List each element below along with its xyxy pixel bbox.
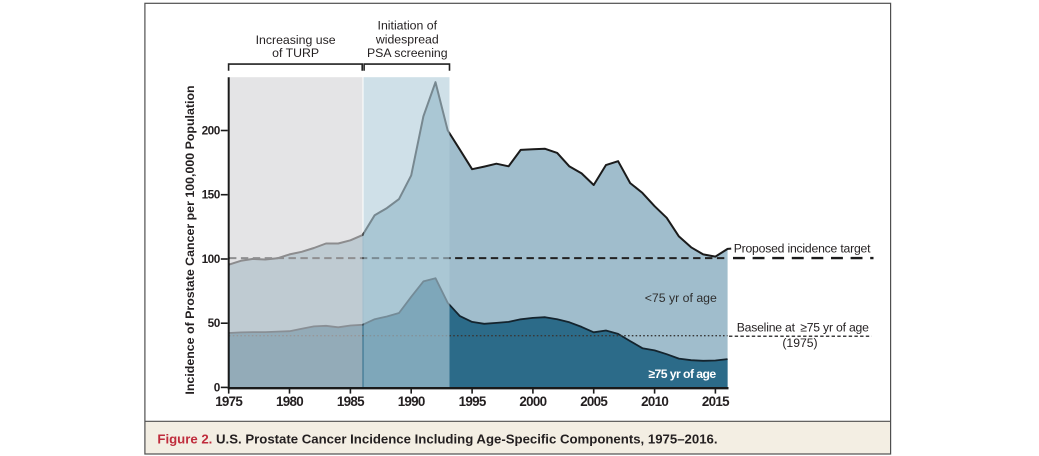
svg-text:2015: 2015 [702, 394, 730, 409]
svg-text:Incidence of Prostate Cancer p: Incidence of Prostate Cancer per 100,000… [183, 85, 197, 394]
svg-text:2005: 2005 [580, 394, 608, 409]
svg-text:Initiation of: Initiation of [378, 19, 438, 33]
svg-text:1995: 1995 [459, 394, 487, 409]
svg-text:150: 150 [202, 188, 221, 202]
svg-text:2010: 2010 [641, 394, 668, 409]
svg-text:Increasing use: Increasing use [256, 33, 336, 47]
svg-text:PSA screening: PSA screening [367, 46, 448, 60]
svg-text:50: 50 [208, 316, 221, 330]
svg-text:1985: 1985 [337, 394, 365, 409]
svg-text:1975: 1975 [215, 394, 243, 409]
svg-text:2000: 2000 [519, 394, 546, 409]
svg-text:widespread: widespread [375, 32, 439, 46]
svg-text:1990: 1990 [398, 394, 425, 409]
svg-text:1980: 1980 [276, 394, 303, 409]
svg-text:<75 yr of age: <75 yr of age [645, 291, 717, 305]
svg-text:0: 0 [214, 380, 221, 394]
svg-text:200: 200 [202, 124, 221, 138]
svg-text:(1975): (1975) [782, 336, 817, 350]
svg-text:Proposed incidence target: Proposed incidence target [734, 241, 871, 255]
svg-text:of TURP: of TURP [272, 46, 319, 60]
svg-text:Baseline at ≥75 yr of age: Baseline at ≥75 yr of age [737, 321, 869, 335]
svg-text:≥75 yr of age: ≥75 yr of age [648, 367, 716, 381]
svg-text:100: 100 [202, 252, 221, 266]
svg-text:Figure 2. U.S. Prostate Cancer: Figure 2. U.S. Prostate Cancer Incidence… [157, 431, 717, 446]
